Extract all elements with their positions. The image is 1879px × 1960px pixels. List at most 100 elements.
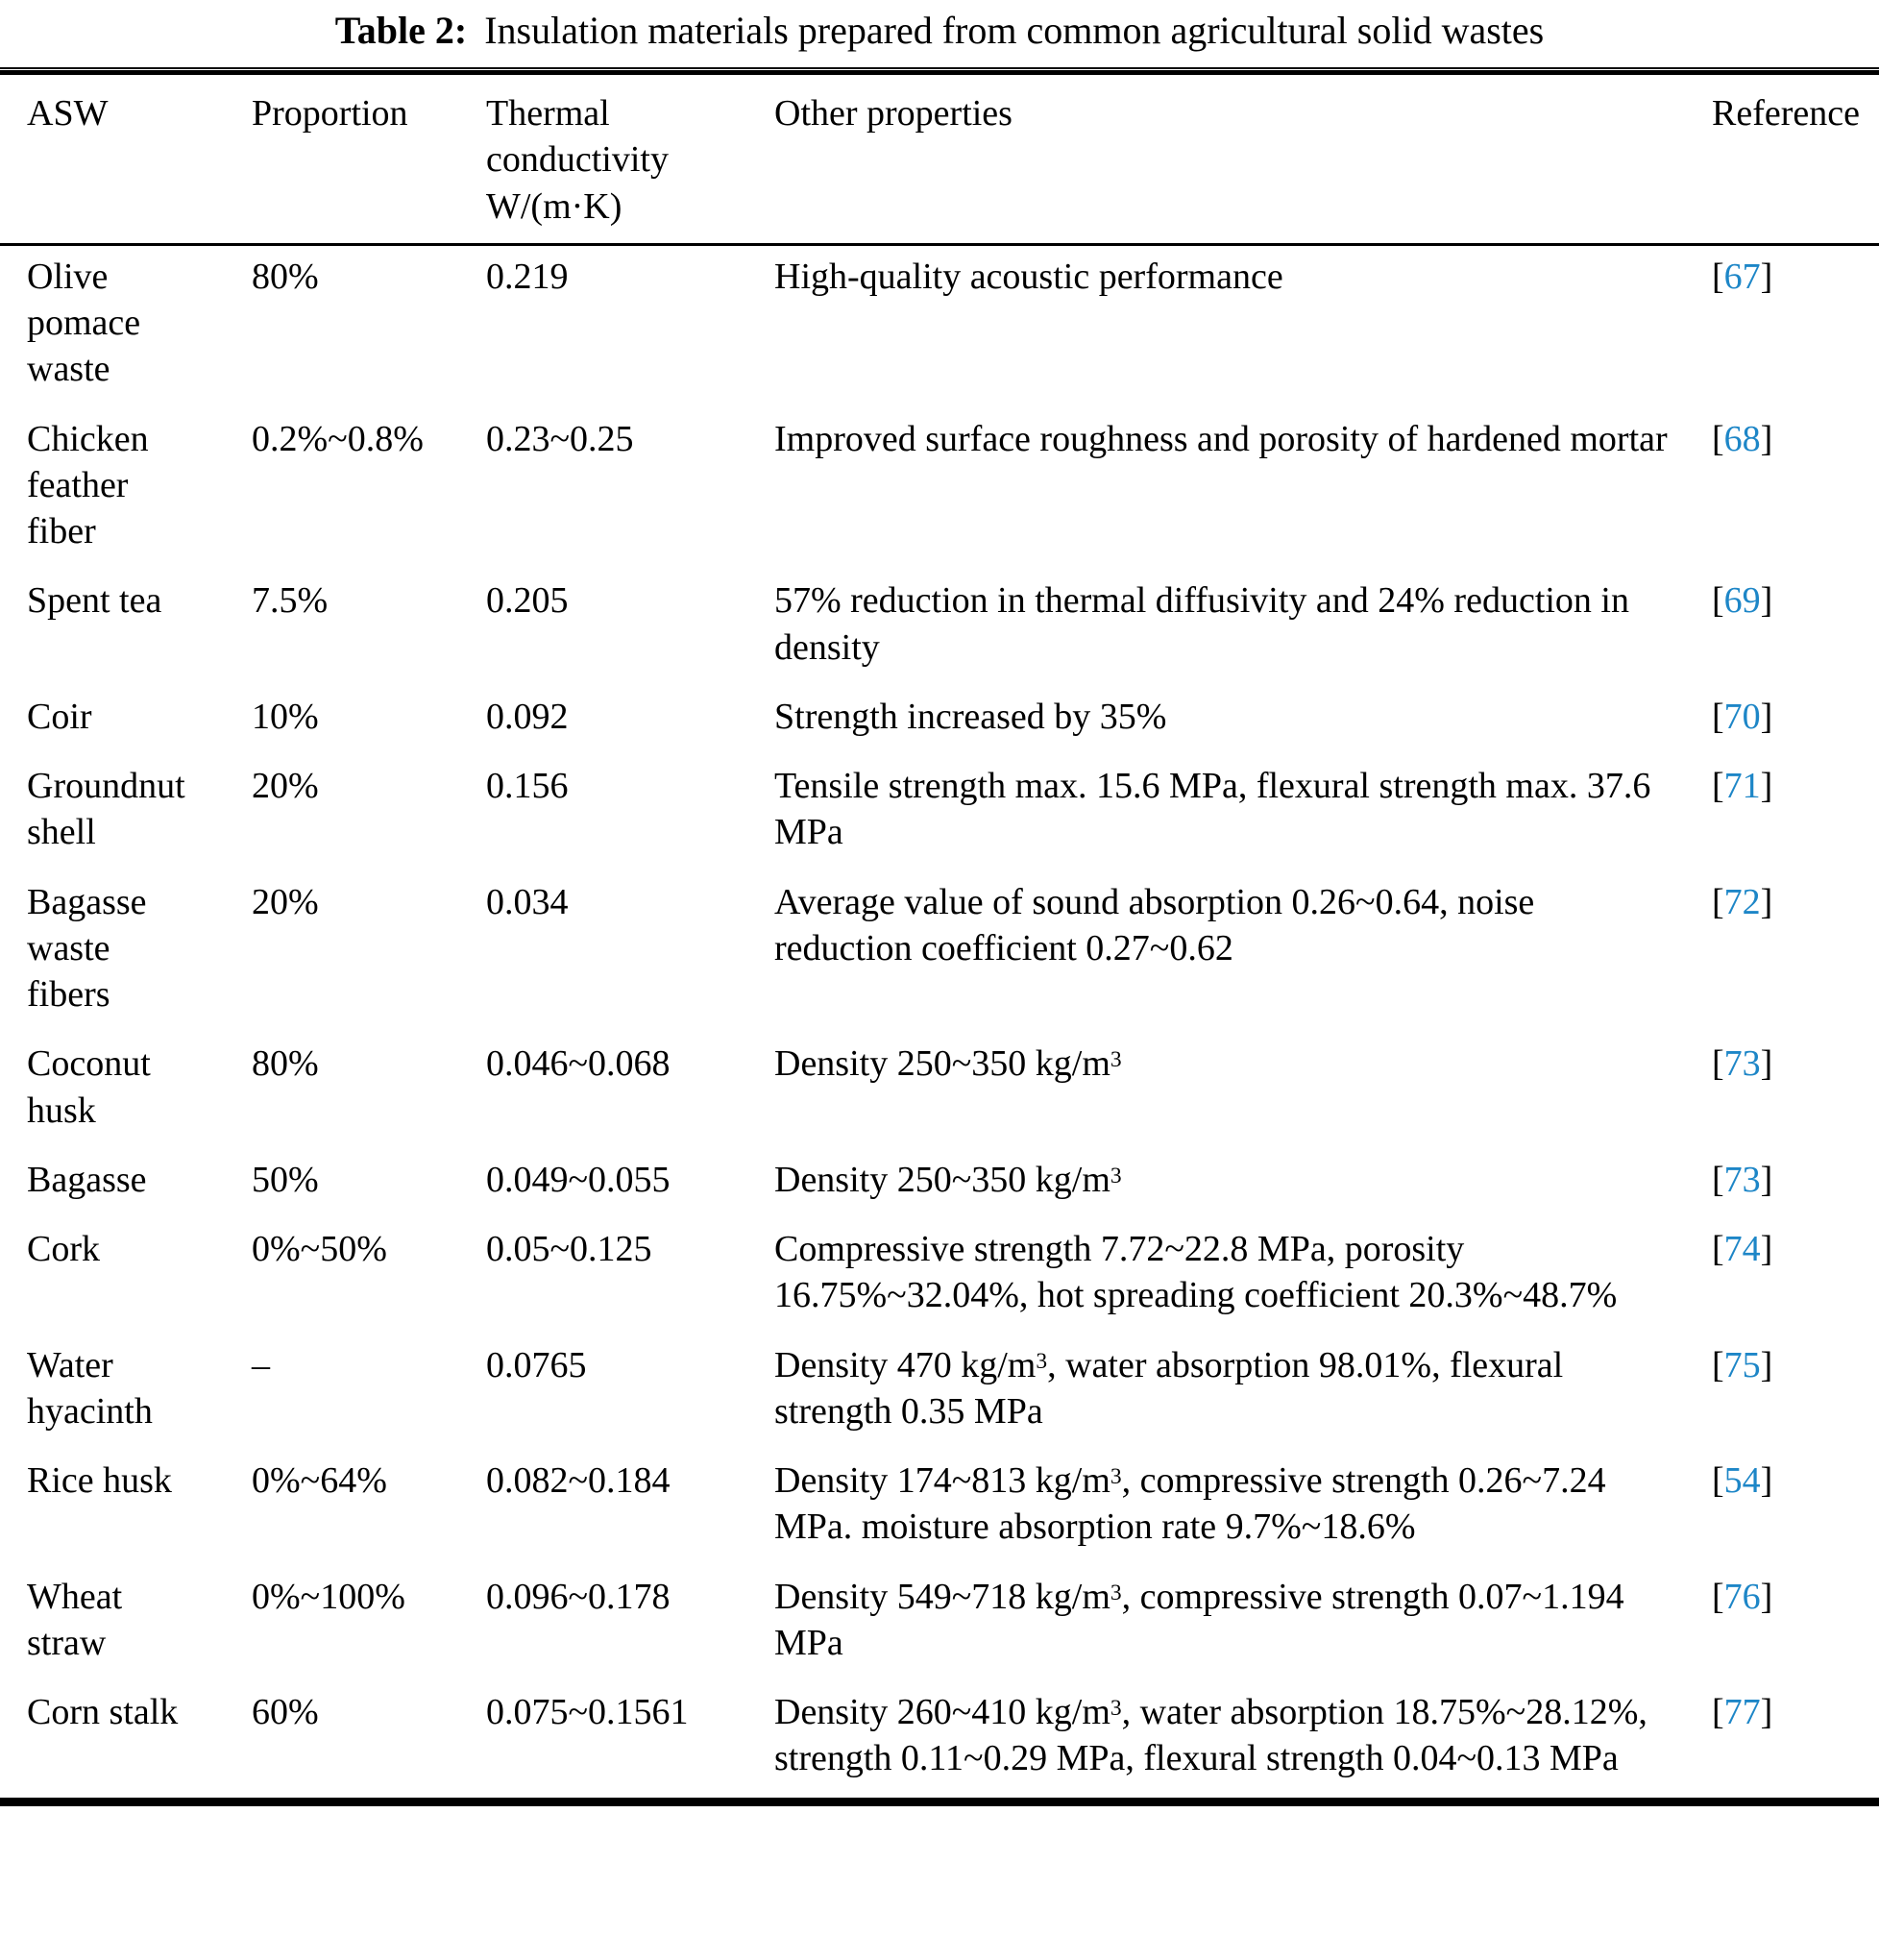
reference-link[interactable]: 67 (1723, 256, 1761, 297)
cell-reference: [76] (1683, 1566, 1879, 1682)
reference-link[interactable]: 75 (1723, 1344, 1761, 1385)
reference-bracket-open: [ (1712, 696, 1724, 737)
reference-bracket-open: [ (1712, 418, 1724, 459)
cell-thermal-conductivity: 0.046~0.068 (486, 1043, 671, 1085)
column-header-proportion: Proportion (223, 75, 457, 246)
reference-bracket-open: [ (1712, 1344, 1724, 1385)
cell-thermal-conductivity: 0.092 (486, 696, 569, 737)
reference-link[interactable]: 74 (1723, 1229, 1761, 1269)
cell-other-properties: Density 250~350 kg/m3 (774, 1159, 1122, 1200)
cell-other-properties: Compressive strength 7.72~22.8 MPa, poro… (774, 1229, 1618, 1316)
cell-reference: [73] (1683, 1033, 1879, 1149)
reference-link[interactable]: 54 (1723, 1460, 1761, 1501)
table-row: Olive pomace waste 80% 0.219 High-qualit… (0, 244, 1879, 407)
reference-bracket-open: [ (1712, 1159, 1724, 1200)
cell-proportion: 0%~50% (252, 1229, 387, 1269)
reference-link[interactable]: 71 (1723, 766, 1761, 806)
insulation-materials-table: ASW Proportion Thermal conductivity W/(m… (0, 75, 1879, 1806)
column-header-asw: ASW (0, 75, 223, 246)
reference-bracket-close: ] (1760, 1344, 1773, 1385)
cell-other-properties: Density 260~410 kg/m3, water absorption … (774, 1692, 1647, 1779)
cell-asw: Wheat straw (27, 1576, 123, 1663)
cell-reference: [68] (1683, 408, 1879, 571)
reference-bracket-open: [ (1712, 1229, 1724, 1269)
cell-thermal-conductivity: 0.0765 (486, 1344, 587, 1385)
reference-bracket-open: [ (1712, 1692, 1724, 1732)
cell-other-properties: Improved surface roughness and porosity … (774, 418, 1668, 459)
table-row: Chicken feather fiber 0.2%~0.8% 0.23~0.2… (0, 408, 1879, 571)
reference-link[interactable]: 73 (1723, 1159, 1761, 1200)
cell-reference: [74] (1683, 1218, 1879, 1335)
cell-other-properties: 57% reduction in thermal diffusivity and… (774, 580, 1629, 668)
cell-other-properties: Average value of sound absorption 0.26~0… (774, 881, 1535, 968)
cell-asw: Bagasse (27, 1159, 147, 1200)
cell-proportion: 20% (252, 766, 319, 806)
cell-other-properties: Density 174~813 kg/m3, compressive stren… (774, 1460, 1606, 1548)
cell-asw: Corn stalk (27, 1692, 179, 1732)
reference-bracket-open: [ (1712, 766, 1724, 806)
reference-link[interactable]: 72 (1723, 881, 1761, 922)
cell-asw: Chicken feather fiber (27, 418, 149, 552)
cell-asw: Spent tea (27, 580, 162, 622)
reference-bracket-close: ] (1760, 1043, 1773, 1085)
cell-asw: Coir (27, 696, 92, 737)
reference-bracket-close: ] (1760, 766, 1773, 806)
reference-bracket-close: ] (1760, 1159, 1773, 1200)
reference-link[interactable]: 76 (1723, 1576, 1761, 1617)
cell-proportion: 80% (252, 1043, 319, 1085)
column-header-other-properties: Other properties (745, 75, 1683, 246)
cell-thermal-conductivity: 0.034 (486, 881, 569, 922)
reference-link[interactable]: 69 (1723, 580, 1761, 622)
cell-proportion: 7.5% (252, 580, 329, 622)
table-row: Coconut husk 80% 0.046~0.068 Density 250… (0, 1033, 1879, 1149)
reference-bracket-close: ] (1760, 696, 1773, 737)
reference-link[interactable]: 77 (1723, 1692, 1761, 1732)
reference-bracket-open: [ (1712, 1576, 1724, 1617)
cell-reference: [54] (1683, 1450, 1879, 1566)
cell-proportion: 0.2%~0.8% (252, 418, 424, 459)
table-row: Coir 10% 0.092 Strength increased by 35%… (0, 686, 1879, 755)
cell-reference: [71] (1683, 755, 1879, 871)
reference-bracket-open: [ (1712, 256, 1724, 297)
table-caption-label: Table 2: (334, 9, 468, 52)
reference-bracket-close: ] (1760, 580, 1773, 622)
cell-proportion: 60% (252, 1692, 319, 1732)
cell-proportion: – (252, 1344, 270, 1385)
cell-asw: Olive pomace waste (27, 256, 141, 390)
table-row: Rice husk 0%~64% 0.082~0.184 Density 174… (0, 1450, 1879, 1566)
table-caption: Table 2: Insulation materials prepared fr… (0, 8, 1879, 54)
cell-reference: [70] (1683, 686, 1879, 755)
top-rule (0, 67, 1879, 75)
reference-bracket-close: ] (1760, 256, 1773, 297)
cell-thermal-conductivity: 0.23~0.25 (486, 418, 634, 459)
table-row: Water hyacinth – 0.0765 Density 470 kg/m… (0, 1335, 1879, 1451)
table-caption-text: Insulation materials prepared from commo… (484, 9, 1545, 52)
cell-thermal-conductivity: 0.075~0.1561 (486, 1692, 689, 1732)
reference-bracket-close: ] (1760, 418, 1773, 459)
table-body: Olive pomace waste 80% 0.219 High-qualit… (0, 244, 1879, 1801)
table-row: Cork 0%~50% 0.05~0.125 Compressive stren… (0, 1218, 1879, 1335)
reference-bracket-open: [ (1712, 1460, 1724, 1501)
reference-bracket-close: ] (1760, 881, 1773, 922)
column-header-reference: Reference (1683, 75, 1879, 246)
cell-other-properties: Density 549~718 kg/m3, compressive stren… (774, 1576, 1624, 1663)
cell-thermal-conductivity: 0.05~0.125 (486, 1229, 652, 1269)
cell-reference: [73] (1683, 1149, 1879, 1218)
table-row: Groundnut shell 20% 0.156 Tensile streng… (0, 755, 1879, 871)
reference-bracket-open: [ (1712, 881, 1724, 922)
cell-proportion: 10% (252, 696, 319, 737)
column-header-thermal-conductivity: Thermal conductivity W/(m·K) (457, 75, 745, 246)
reference-link[interactable]: 73 (1723, 1043, 1761, 1085)
cell-proportion: 20% (252, 881, 319, 922)
cell-thermal-conductivity: 0.156 (486, 766, 569, 806)
cell-asw: Rice husk (27, 1460, 172, 1501)
cell-thermal-conductivity: 0.205 (486, 580, 569, 622)
reference-bracket-close: ] (1760, 1576, 1773, 1617)
reference-link[interactable]: 68 (1723, 418, 1761, 459)
cell-reference: [72] (1683, 871, 1879, 1034)
header-row: ASW Proportion Thermal conductivity W/(m… (0, 75, 1879, 246)
reference-link[interactable]: 70 (1723, 696, 1761, 737)
cell-reference: [77] (1683, 1681, 1879, 1801)
reference-bracket-close: ] (1760, 1692, 1773, 1732)
